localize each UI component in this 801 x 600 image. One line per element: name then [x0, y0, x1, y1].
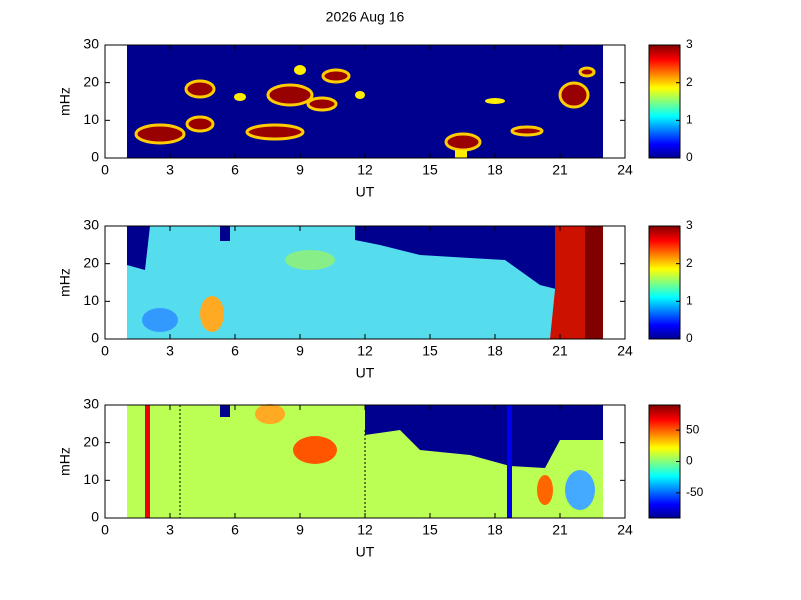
colorbar-tick-label: 3: [686, 218, 693, 232]
colorbar-tick-label: 50: [686, 422, 700, 436]
x-tick-label: 18: [487, 522, 503, 538]
x-tick-label: 24: [617, 343, 633, 359]
x-tick-label: 9: [296, 343, 304, 359]
y-tick-label: 20: [83, 254, 99, 270]
x-tick-label: 18: [487, 162, 503, 178]
y-tick-label: 30: [83, 396, 99, 412]
y-tick-label: 20: [83, 433, 99, 449]
colorbar: 0 1 2 3: [648, 37, 693, 164]
x-tick-label: 9: [296, 162, 304, 178]
y-axis-label: mHz: [57, 268, 73, 297]
y-axis-label: mHz: [57, 87, 73, 116]
x-tick-label: 15: [422, 162, 438, 178]
y-tick-label: 0: [91, 330, 99, 346]
y-tick-label: 10: [83, 111, 99, 127]
colorbar-tick-label: 0: [686, 331, 693, 345]
y-tick-label: 30: [83, 36, 99, 52]
colorbar-scale: [648, 225, 681, 340]
x-tick-label: 15: [422, 343, 438, 359]
spectrogram-image: [127, 45, 603, 158]
x-tick-label: 18: [487, 343, 503, 359]
colorbar-scale: [648, 44, 681, 159]
x-tick-label: 3: [166, 522, 174, 538]
x-tick-label: 9: [296, 522, 304, 538]
y-tick-label: 0: [91, 149, 99, 165]
x-tick-label: 21: [552, 343, 568, 359]
colorbar-tick-label: 1: [686, 113, 693, 127]
x-tick-label: 12: [357, 343, 373, 359]
x-tick-label: 3: [166, 162, 174, 178]
colorbar-tick-label: 0: [686, 454, 693, 468]
x-axis-label: UT: [356, 365, 375, 381]
colorbar-scale: [648, 404, 681, 519]
x-tick-label: 24: [617, 522, 633, 538]
y-tick-label: 10: [83, 292, 99, 308]
colorbar-tick-label: 0: [686, 150, 693, 164]
x-tick-label: 0: [101, 162, 109, 178]
colorbar-tick-label: 2: [686, 75, 693, 89]
colorbar-tick-label: 3: [686, 37, 693, 51]
x-tick-label: 21: [552, 162, 568, 178]
x-tick-label: 6: [231, 162, 239, 178]
x-tick-label: 0: [101, 522, 109, 538]
colorbar: 0 1 2 3: [648, 218, 693, 345]
x-tick-label: 12: [357, 162, 373, 178]
y-tick-label: 20: [83, 73, 99, 89]
x-tick-label: 24: [617, 162, 633, 178]
spectrogram-image: [127, 404, 603, 518]
x-tick-label: 6: [231, 522, 239, 538]
colorbar-tick-label: 2: [686, 256, 693, 270]
x-axis-label: UT: [356, 544, 375, 560]
spectrogram-image: [127, 226, 603, 339]
x-tick-label: 0: [101, 343, 109, 359]
x-tick-label: 21: [552, 522, 568, 538]
x-tick-label: 12: [357, 522, 373, 538]
chart-title: 2026 Aug 16: [326, 9, 405, 25]
y-tick-label: 0: [91, 509, 99, 525]
colorbar-tick-label: -50: [686, 485, 704, 499]
colorbar: -50 0 50: [648, 404, 704, 519]
y-tick-label: 30: [83, 217, 99, 233]
y-axis-label: mHz: [57, 447, 73, 476]
x-tick-label: 3: [166, 343, 174, 359]
y-tick-label: 10: [83, 471, 99, 487]
x-axis-label: UT: [356, 184, 375, 200]
x-tick-label: 15: [422, 522, 438, 538]
colorbar-tick-label: 1: [686, 294, 693, 308]
x-tick-label: 6: [231, 343, 239, 359]
